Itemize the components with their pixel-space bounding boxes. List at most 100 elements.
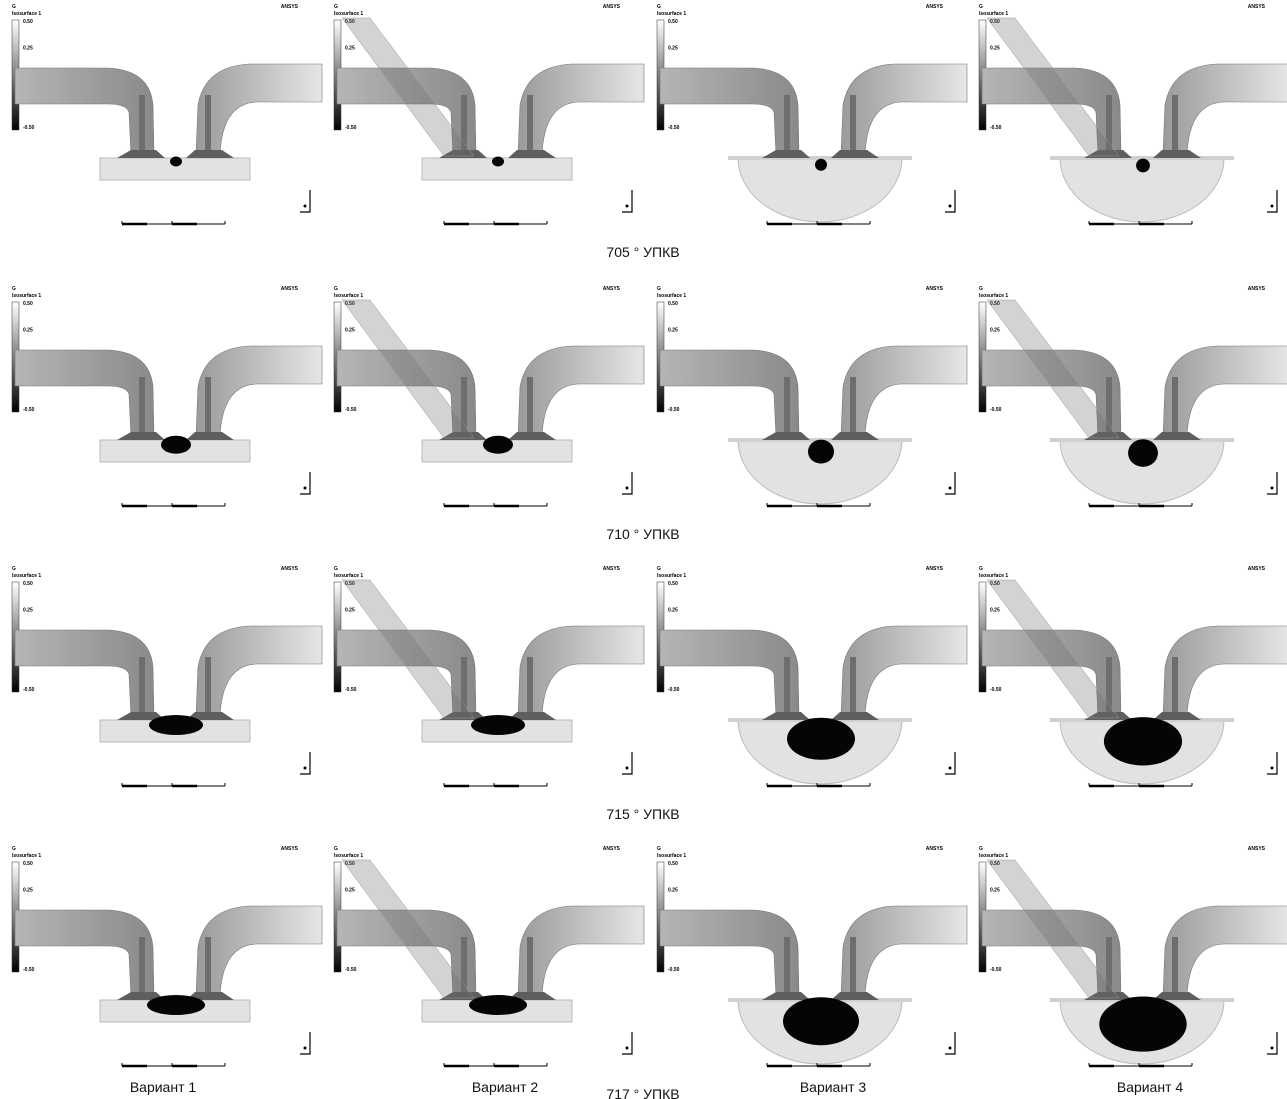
exhaust-pipe — [196, 626, 322, 717]
legend-tick: 0.25 — [23, 46, 33, 52]
legend-name: Isosurface 1 — [979, 293, 1008, 299]
legend-tick: 0.25 — [668, 328, 678, 334]
valve-stem — [527, 377, 533, 437]
valve-head — [762, 432, 810, 440]
legend-name: Isosurface 1 — [334, 11, 363, 17]
legend-variable: G — [334, 4, 338, 10]
legend-variable: G — [979, 846, 983, 852]
intake-pipe — [660, 910, 799, 997]
simulation-panel: GIsosurface 10.500.250.00-0.25-0.50ANSYS — [657, 4, 967, 224]
isosurface — [1136, 159, 1150, 173]
legend-tick: 0.50 — [23, 19, 33, 25]
exhaust-pipe — [1163, 64, 1287, 155]
legend-name: Isosurface 1 — [334, 573, 363, 579]
axis-icon — [1267, 1032, 1277, 1054]
legend-variable: G — [334, 566, 338, 572]
legend-variable: G — [334, 846, 338, 852]
legend-name: Isosurface 1 — [12, 11, 41, 17]
simulation-panel: GIsosurface 10.500.250.00-0.25-0.50ANSYS — [979, 846, 1287, 1066]
legend-tick: 0.25 — [345, 46, 355, 52]
axis-dot — [626, 205, 629, 208]
legend-tick: 0.25 — [668, 46, 678, 52]
legend-name: Isosurface 1 — [334, 293, 363, 299]
valve-stem — [139, 95, 145, 155]
axis-dot — [1271, 1047, 1274, 1050]
axis-dot — [626, 1047, 629, 1050]
intake-pipe — [15, 350, 154, 437]
valve-head — [1153, 432, 1201, 440]
legend-variable: G — [334, 286, 338, 292]
legend-tick: -0.50 — [990, 407, 1002, 413]
valve-stem — [205, 95, 211, 155]
valve-stem — [527, 657, 533, 717]
figure: GIsosurface 10.500.250.00-0.25-0.50ANSYS… — [0, 0, 1287, 1099]
legend-tick: -0.50 — [23, 967, 35, 973]
isosurface — [783, 997, 859, 1045]
logo: ANSYS — [281, 566, 299, 572]
valve-stem — [784, 95, 790, 155]
isosurface — [170, 157, 182, 167]
isosurface — [483, 436, 513, 454]
valve-head — [831, 992, 879, 1000]
logo: ANSYS — [281, 286, 299, 292]
legend-tick: -0.50 — [668, 967, 680, 973]
column-label: Вариант 3 — [800, 1079, 867, 1095]
legend-variable: G — [12, 566, 16, 572]
axis-icon — [1267, 190, 1277, 212]
legend-variable: G — [657, 566, 661, 572]
legend-tick: 0.50 — [668, 581, 678, 587]
exhaust-pipe — [518, 346, 644, 437]
axis-dot — [304, 205, 307, 208]
logo: ANSYS — [926, 4, 944, 10]
exhaust-pipe — [841, 64, 967, 155]
isosurface — [815, 159, 827, 171]
axis-dot — [304, 1047, 307, 1050]
legend-tick: 0.50 — [23, 861, 33, 867]
valve-head — [508, 432, 556, 440]
column-label: Вариант 2 — [472, 1079, 539, 1095]
valve-stem — [139, 657, 145, 717]
legend-tick: 0.25 — [990, 608, 1000, 614]
axis-icon — [945, 190, 955, 212]
logo: ANSYS — [926, 286, 944, 292]
exhaust-pipe — [1163, 626, 1287, 717]
intake-pipe — [660, 350, 799, 437]
legend-tick: -0.50 — [668, 407, 680, 413]
exhaust-pipe — [196, 346, 322, 437]
legend-variable: G — [979, 566, 983, 572]
valve-stem — [1172, 937, 1178, 997]
legend-tick: 0.25 — [23, 328, 33, 334]
exhaust-pipe — [518, 626, 644, 717]
logo: ANSYS — [603, 4, 621, 10]
axis-dot — [304, 767, 307, 770]
isosurface — [149, 715, 203, 735]
legend-name: Isosurface 1 — [657, 11, 686, 17]
valve-head — [762, 150, 810, 158]
column-label: Вариант 4 — [1117, 1079, 1184, 1095]
valve-stem — [205, 377, 211, 437]
isosurface — [1128, 439, 1158, 467]
logo: ANSYS — [926, 846, 944, 852]
legend-tick: -0.50 — [668, 687, 680, 693]
legend-name: Isosurface 1 — [979, 573, 1008, 579]
valve-stem — [850, 95, 856, 155]
valve-head — [117, 150, 165, 158]
logo: ANSYS — [603, 846, 621, 852]
legend-tick: -0.50 — [990, 125, 1002, 131]
legend-tick: 0.25 — [990, 328, 1000, 334]
exhaust-pipe — [841, 906, 967, 997]
row-label: 715 ° УПКВ — [606, 806, 679, 822]
legend-tick: -0.50 — [345, 125, 357, 131]
legend-tick: 0.25 — [345, 328, 355, 334]
legend-tick: -0.50 — [23, 125, 35, 131]
legend-name: Isosurface 1 — [12, 573, 41, 579]
logo: ANSYS — [1248, 566, 1266, 572]
valve-stem — [784, 937, 790, 997]
legend-variable: G — [657, 4, 661, 10]
